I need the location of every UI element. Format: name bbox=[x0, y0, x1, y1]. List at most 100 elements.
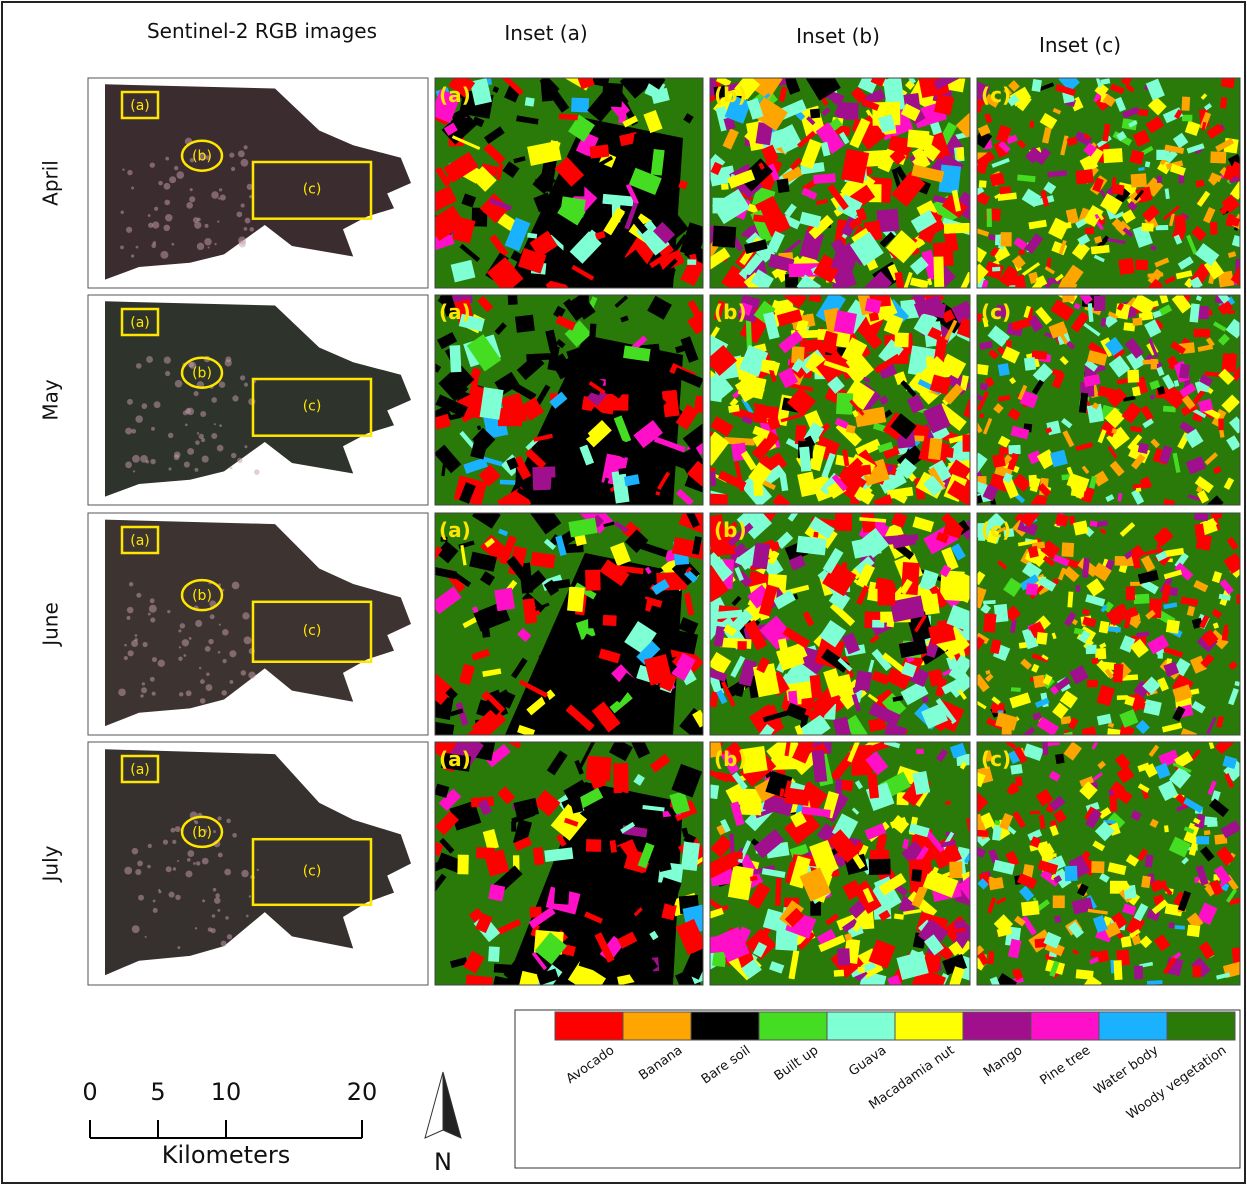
class-patch bbox=[1181, 97, 1190, 111]
urban-speck bbox=[132, 925, 140, 933]
urban-speck bbox=[136, 593, 141, 598]
box-label: (b) bbox=[192, 588, 212, 604]
urban-speck bbox=[214, 243, 216, 245]
urban-speck bbox=[148, 844, 152, 848]
north-arrow bbox=[425, 1072, 443, 1138]
inset-tag: (b) bbox=[714, 747, 747, 771]
urban-speck bbox=[231, 167, 235, 171]
class-patch bbox=[618, 468, 627, 475]
class-patch bbox=[507, 291, 517, 305]
urban-speck bbox=[158, 660, 165, 667]
class-patch bbox=[1136, 488, 1141, 492]
urban-speck bbox=[145, 936, 147, 938]
class-patch bbox=[1131, 173, 1147, 187]
urban-speck bbox=[190, 188, 193, 191]
class-patch bbox=[1008, 445, 1020, 454]
urban-speck bbox=[219, 424, 222, 427]
class-patch bbox=[1204, 830, 1211, 835]
urban-speck bbox=[153, 241, 156, 244]
urban-speck bbox=[185, 424, 188, 427]
urban-speck bbox=[236, 211, 242, 217]
classified-map bbox=[428, 730, 713, 997]
inset-tag: (a) bbox=[439, 518, 471, 542]
class-patch bbox=[834, 970, 844, 977]
urban-speck bbox=[127, 399, 133, 405]
class-patch bbox=[1174, 215, 1186, 230]
class-patch bbox=[834, 310, 857, 334]
column-header: Inset (b) bbox=[796, 24, 880, 48]
urban-speck bbox=[217, 445, 224, 452]
class-patch bbox=[1218, 418, 1224, 430]
urban-speck bbox=[168, 433, 173, 438]
urban-speck bbox=[126, 227, 132, 233]
class-patch bbox=[1158, 653, 1164, 659]
class-patch bbox=[1097, 950, 1109, 963]
urban-speck bbox=[136, 246, 139, 249]
class-patch bbox=[500, 480, 515, 485]
urban-speck bbox=[124, 644, 127, 647]
inset-tag: (b) bbox=[714, 300, 747, 324]
class-patch bbox=[1053, 895, 1065, 908]
class-patch bbox=[995, 235, 1000, 246]
urban-speck bbox=[214, 897, 221, 904]
scale-label: 20 bbox=[347, 1078, 378, 1106]
urban-speck bbox=[124, 867, 132, 875]
inset-tag: (b) bbox=[714, 518, 747, 542]
urban-speck bbox=[217, 220, 219, 222]
class-patch bbox=[1110, 612, 1120, 624]
box-label: (b) bbox=[192, 366, 212, 382]
legend-swatch bbox=[623, 1012, 691, 1040]
urban-speck bbox=[146, 460, 150, 464]
class-patch bbox=[957, 147, 965, 159]
urban-speck bbox=[231, 453, 236, 458]
class-patch bbox=[1141, 223, 1153, 232]
urban-speck bbox=[244, 636, 252, 644]
legend-swatch bbox=[555, 1012, 623, 1040]
class-patch bbox=[979, 413, 984, 418]
urban-speck bbox=[175, 380, 183, 388]
urban-speck bbox=[196, 861, 200, 865]
class-patch bbox=[476, 847, 495, 859]
scale-unit: Kilometers bbox=[162, 1141, 290, 1169]
class-patch bbox=[1094, 296, 1106, 311]
urban-speck bbox=[214, 423, 216, 425]
urban-speck bbox=[199, 434, 204, 439]
north-label: N bbox=[434, 1148, 452, 1176]
class-patch bbox=[983, 600, 996, 604]
class-patch bbox=[1210, 222, 1218, 235]
urban-speck bbox=[148, 214, 151, 217]
urban-speck bbox=[151, 427, 155, 431]
legend-swatch bbox=[895, 1012, 963, 1040]
urban-speck bbox=[133, 470, 135, 472]
class-patch bbox=[1133, 594, 1149, 604]
urban-speck bbox=[189, 637, 192, 640]
urban-speck bbox=[240, 375, 245, 380]
urban-speck bbox=[174, 451, 180, 457]
class-patch bbox=[586, 839, 601, 852]
class-patch bbox=[1065, 866, 1078, 881]
urban-speck bbox=[120, 245, 124, 249]
class-patch bbox=[1029, 475, 1038, 487]
urban-speck bbox=[225, 916, 229, 920]
inset-tag: (c) bbox=[981, 83, 1011, 107]
urban-speck bbox=[121, 211, 124, 214]
box-label: (a) bbox=[130, 98, 150, 114]
column-header: Inset (a) bbox=[504, 21, 587, 45]
legend-swatch bbox=[963, 1012, 1031, 1040]
box-label: (a) bbox=[130, 315, 150, 331]
class-patch bbox=[1073, 520, 1089, 535]
urban-speck bbox=[163, 839, 168, 844]
urban-speck bbox=[225, 359, 232, 366]
class-patch bbox=[1175, 925, 1185, 929]
urban-speck bbox=[135, 869, 141, 875]
class-patch bbox=[712, 226, 736, 248]
urban-speck bbox=[152, 657, 157, 662]
urban-speck bbox=[232, 833, 237, 838]
class-patch bbox=[1091, 658, 1098, 664]
class-patch bbox=[1221, 73, 1236, 88]
class-patch bbox=[1157, 176, 1162, 183]
class-patch bbox=[1042, 738, 1048, 755]
class-patch bbox=[1075, 585, 1080, 592]
urban-speck bbox=[229, 650, 236, 657]
urban-speck bbox=[125, 428, 132, 435]
